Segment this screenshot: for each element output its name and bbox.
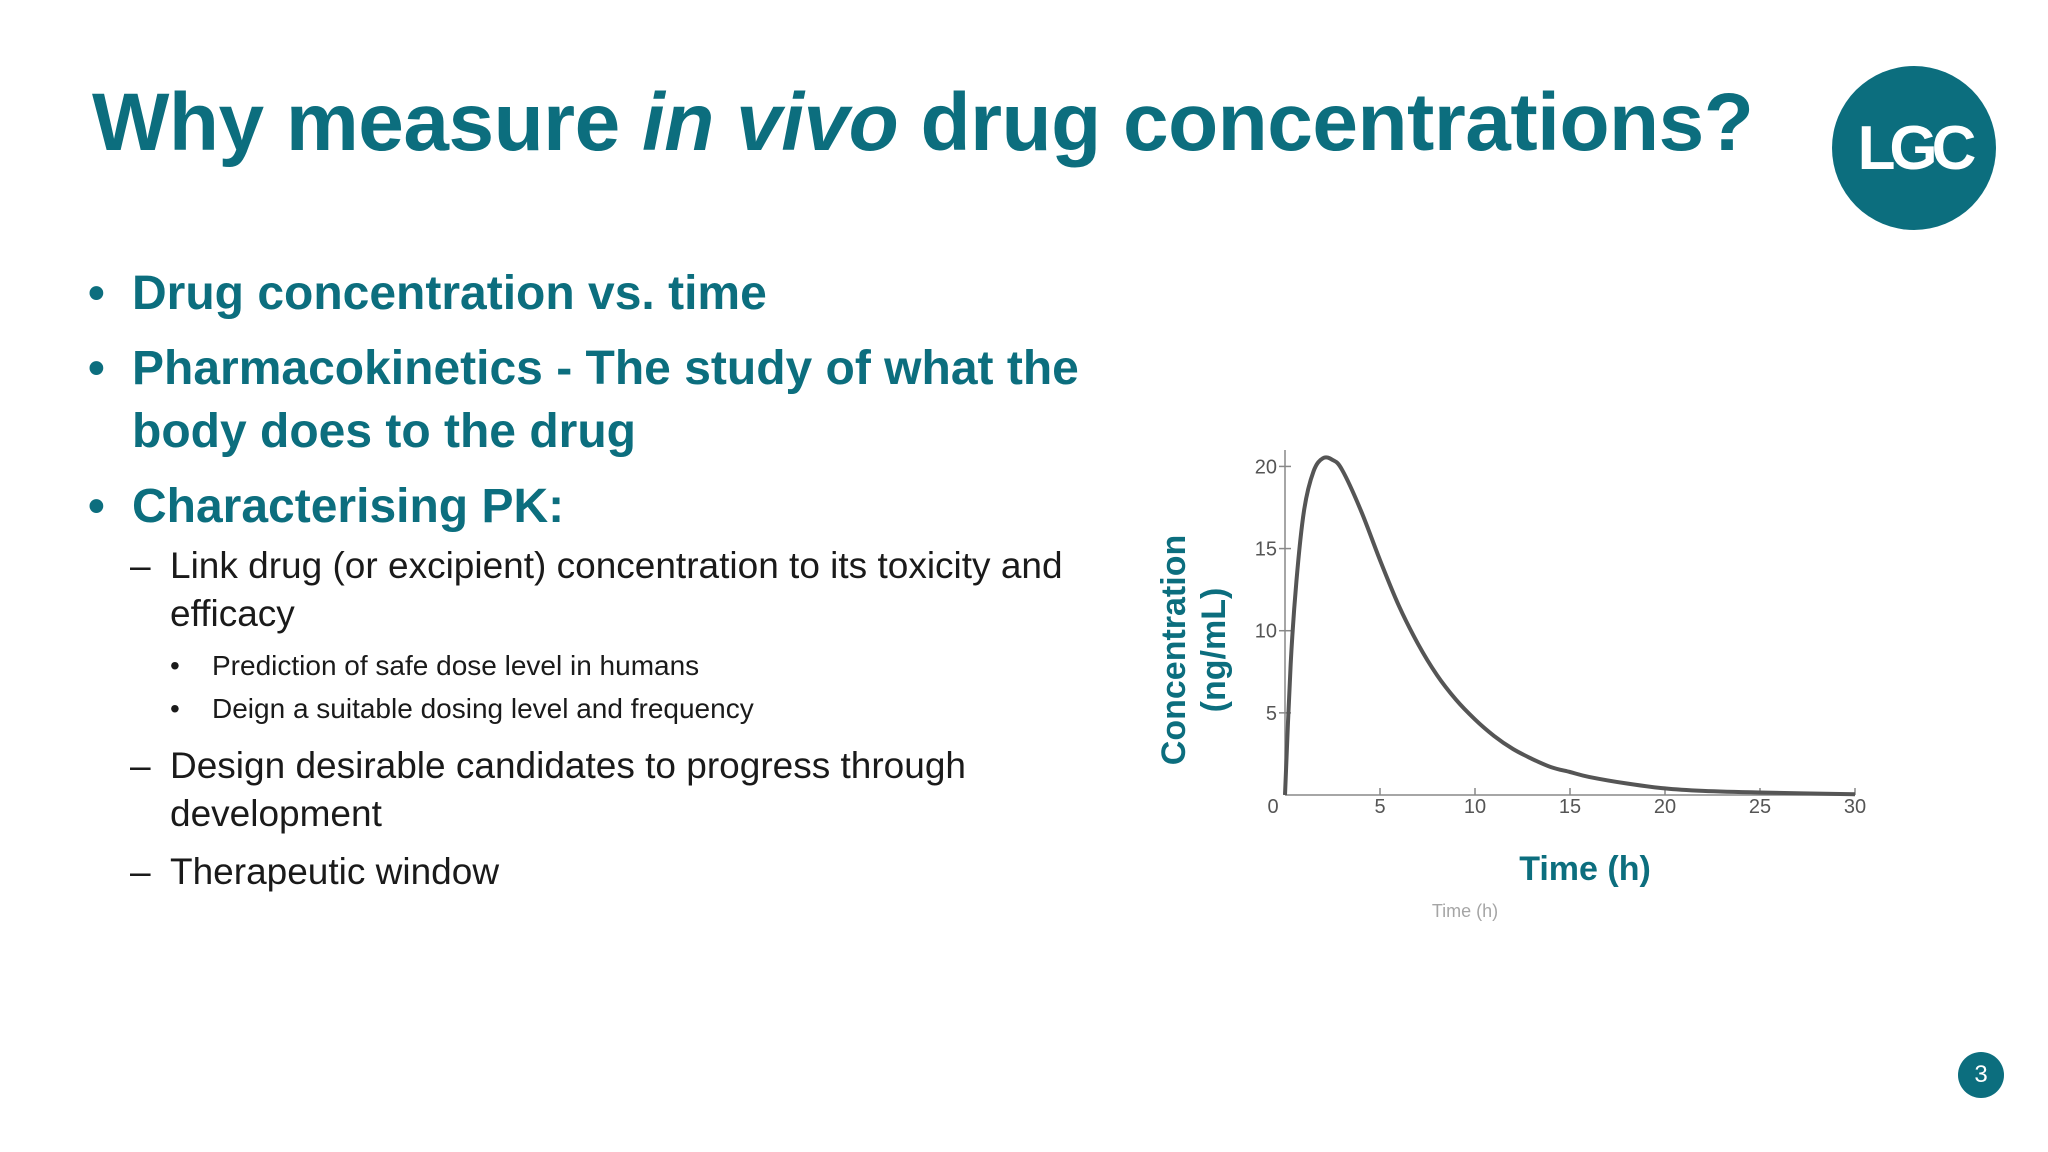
x-tick-label: 0 xyxy=(1267,796,1278,818)
bullet-list: • Drug concentration vs. time • Pharmaco… xyxy=(88,262,1138,906)
faded-axis-label: Time (h) xyxy=(1432,901,1498,921)
x-tick-group: 0 5 10 15 20 25 30 xyxy=(1267,788,1866,818)
sub-sub-bullet-text: Deign a suitable dosing level and freque… xyxy=(212,693,754,724)
title-text-italic: in vivo xyxy=(641,77,899,168)
bullet-marker: • xyxy=(88,480,105,533)
title-text-start: Why measure xyxy=(92,77,642,168)
bullet-marker: • xyxy=(88,267,105,320)
sub-bullet-item: – Design desirable candidates to progres… xyxy=(88,742,1138,838)
title-text-end: drug concentrations? xyxy=(898,77,1754,168)
sub-bullet-text: Design desirable candidates to progress … xyxy=(170,745,966,834)
sub-sub-bullet-item: • Prediction of safe dose level in human… xyxy=(88,644,1138,687)
y-tick-label: 10 xyxy=(1255,621,1277,643)
bullet-item: • Characterising PK: xyxy=(88,475,1138,538)
sub-sub-bullet-text: Prediction of safe dose level in humans xyxy=(212,650,700,681)
sub-bullet-text: Link drug (or excipient) concentration t… xyxy=(170,545,1063,634)
dash-marker: – xyxy=(130,851,151,892)
x-tick-label: 30 xyxy=(1844,796,1866,818)
bullet-item: • Pharmacokinetics - The study of what t… xyxy=(88,337,1138,463)
bullet-marker: • xyxy=(170,693,180,724)
dash-marker: – xyxy=(130,745,151,786)
bullet-marker: • xyxy=(88,342,105,395)
x-axis-label: Time (h) xyxy=(1519,850,1651,888)
bullet-text: Drug concentration vs. time xyxy=(132,267,767,320)
lgc-logo: LGC xyxy=(1832,66,1996,230)
sub-bullet-text: Therapeutic window xyxy=(170,851,500,892)
dash-marker: – xyxy=(130,545,151,586)
sub-sub-bullet-item: • Deign a suitable dosing level and freq… xyxy=(88,687,1138,730)
page-number-badge: 3 xyxy=(1958,1052,2004,1098)
concentration-curve xyxy=(1283,455,1856,797)
bullet-item: • Drug concentration vs. time xyxy=(88,262,1138,325)
y-tick-label: 20 xyxy=(1255,456,1277,478)
page-title: Why measure in vivo drug concentrations? xyxy=(92,77,1754,168)
y-axis-label-line2: (ng/mL) xyxy=(1195,588,1233,713)
x-tick-label: 25 xyxy=(1749,796,1771,818)
bullet-marker: • xyxy=(170,650,180,681)
y-tick-group: 5 10 15 20 xyxy=(1255,456,1291,725)
y-tick-label: 5 xyxy=(1266,703,1277,725)
sub-bullet-item: – Link drug (or excipient) concentration… xyxy=(88,542,1138,638)
sub-bullet-item: – Therapeutic window xyxy=(88,848,1138,896)
x-tick-label: 10 xyxy=(1464,796,1486,818)
x-tick-label: 5 xyxy=(1374,796,1385,818)
y-tick-label: 15 xyxy=(1255,539,1277,561)
bullet-text: Pharmacokinetics - The study of what the… xyxy=(132,342,1079,458)
x-tick-label: 15 xyxy=(1559,796,1581,818)
x-tick-label: 20 xyxy=(1654,796,1676,818)
bullet-text: Characterising PK: xyxy=(132,480,565,533)
y-axis-label-line1: Concentration xyxy=(1155,535,1193,765)
pk-chart: 5 10 15 20 0 5 10 15 20 25 30 Concentration (ng/m… xyxy=(1155,450,1866,921)
